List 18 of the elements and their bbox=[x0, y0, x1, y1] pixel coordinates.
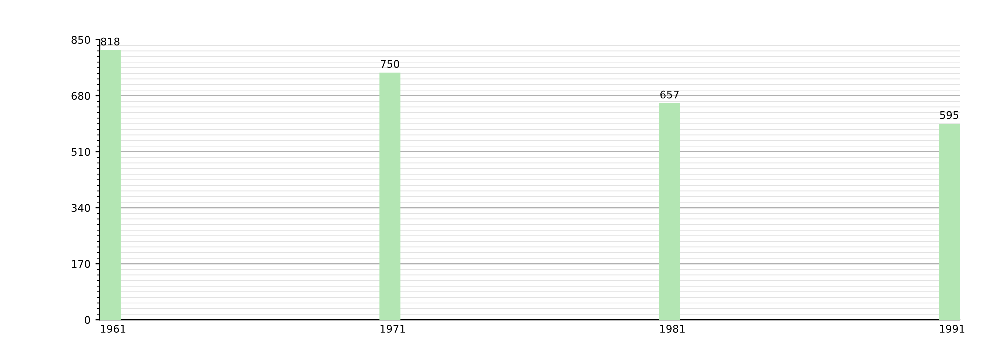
data-label: 657 bbox=[660, 90, 679, 99]
y-tick-label: 0 bbox=[85, 316, 90, 324]
x-tick-label: 1971 bbox=[380, 325, 406, 333]
y-tick-label: 510 bbox=[72, 148, 90, 156]
x-tick-label: 1991 bbox=[940, 325, 965, 333]
x-tick-label: 1981 bbox=[660, 325, 685, 333]
data-label: 818 bbox=[101, 38, 120, 46]
x-tick-label: 1961 bbox=[101, 325, 126, 333]
bar bbox=[380, 72, 401, 320]
y-tick-label: 850 bbox=[72, 36, 90, 44]
y-tick-label: 170 bbox=[72, 260, 90, 268]
y-tick-label: 340 bbox=[72, 204, 90, 212]
bar bbox=[939, 124, 960, 320]
bar bbox=[659, 104, 680, 320]
data-label: 595 bbox=[940, 111, 959, 120]
bar bbox=[100, 50, 121, 320]
data-label: 750 bbox=[381, 60, 400, 68]
y-tick-label: 680 bbox=[72, 92, 90, 100]
